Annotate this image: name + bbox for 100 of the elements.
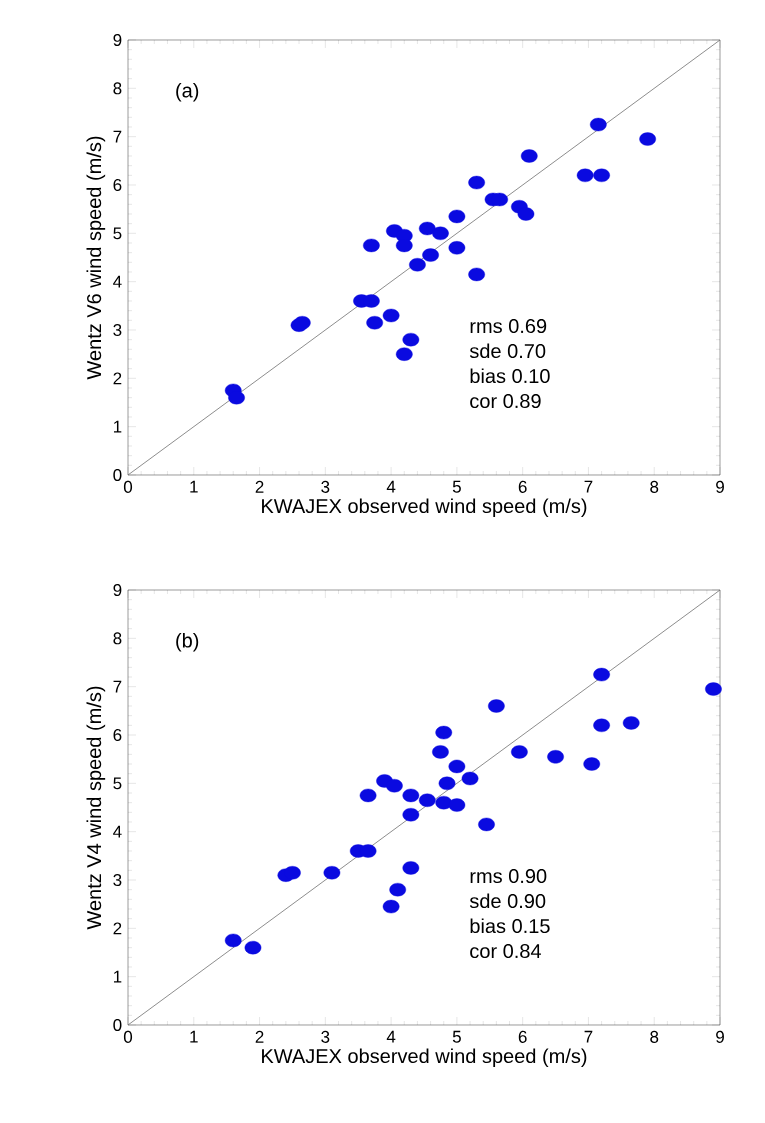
x-tick-label: 2	[255, 480, 264, 493]
point	[432, 745, 449, 759]
x-tick-label: 1	[190, 480, 198, 493]
point	[402, 332, 420, 347]
point	[448, 209, 466, 224]
point	[224, 933, 242, 948]
x-tick-label: 9	[716, 480, 724, 493]
x-tick-label: 7	[584, 1030, 593, 1043]
y-tick-label: 6	[113, 178, 122, 192]
annotation: sde 0.70	[469, 343, 546, 359]
point	[593, 168, 610, 183]
point	[478, 817, 495, 832]
x-tick-label: 3	[321, 1030, 330, 1043]
annotation: sde 0.90	[469, 893, 546, 909]
point	[382, 899, 400, 914]
point	[386, 779, 403, 793]
point	[363, 238, 380, 253]
point	[323, 866, 341, 880]
point	[389, 882, 407, 897]
point	[448, 759, 466, 774]
point	[517, 207, 535, 221]
annotation: bias 0.10	[470, 368, 550, 384]
y-tick-label: 1	[113, 420, 122, 433]
y-tick-label: 3	[113, 323, 122, 337]
x-tick-label: 3	[321, 480, 330, 493]
x-axis-title: KWAJEX observed wind speed (m/s)	[262, 498, 587, 518]
y-tick-label: 8	[113, 632, 122, 645]
point	[418, 221, 436, 236]
annotation: bias 0.15	[470, 918, 550, 934]
point	[402, 861, 420, 875]
point	[448, 798, 466, 812]
x-tick-label: 0	[123, 480, 133, 493]
annotation: (a)	[176, 82, 199, 102]
point	[366, 316, 383, 330]
point	[438, 776, 456, 791]
x-tick-label: 9	[716, 1030, 724, 1043]
point	[639, 132, 656, 146]
annotation: cor 0.89	[470, 393, 541, 409]
point	[244, 940, 262, 955]
x-tick-label: 6	[518, 1030, 527, 1043]
x-tick-label: 0	[123, 1030, 133, 1043]
point	[511, 745, 528, 759]
point	[468, 175, 485, 190]
point	[593, 667, 610, 682]
x-tick-label: 5	[452, 1030, 461, 1043]
point	[228, 390, 245, 405]
point	[705, 682, 722, 696]
y-tick-label: 4	[113, 275, 122, 288]
annotation: rms 0.90	[470, 868, 547, 884]
y-tick-label: 8	[113, 82, 122, 95]
x-tick-label: 5	[452, 480, 461, 493]
point	[395, 238, 413, 253]
annotation: cor 0.84	[470, 943, 541, 959]
annotation: (b)	[176, 632, 199, 652]
point	[589, 117, 607, 132]
y-tick-label: 5	[113, 777, 122, 790]
y-tick-label: 7	[113, 680, 122, 693]
point	[409, 258, 426, 272]
point	[468, 267, 485, 282]
point	[284, 866, 301, 880]
point	[461, 771, 479, 786]
y-tick-label: 2	[113, 372, 122, 385]
y-tick-label: 4	[113, 825, 122, 838]
y-tick-label: 7	[113, 130, 122, 143]
y-tick-label: 0	[113, 468, 122, 482]
point	[402, 788, 420, 803]
point	[448, 241, 466, 255]
point	[488, 699, 505, 713]
y-tick-label: 3	[113, 873, 122, 887]
x-tick-label: 2	[255, 1030, 264, 1043]
point	[622, 716, 640, 730]
x-tick-label: 6	[518, 480, 527, 493]
x-tick-label: 7	[584, 480, 593, 493]
y-tick-label: 5	[113, 227, 122, 240]
x-tick-label: 4	[386, 480, 396, 493]
y-tick-label: 0	[113, 1018, 122, 1032]
point	[432, 226, 449, 241]
x-tick-label: 4	[386, 1030, 396, 1043]
y-tick-label: 9	[113, 33, 122, 47]
point	[547, 750, 564, 764]
x-axis-title: KWAJEX observed wind speed (m/s)	[262, 1048, 587, 1068]
y-tick-label: 9	[113, 583, 122, 597]
point	[418, 793, 436, 807]
y-axis-title: Wentz V4 wind speed (m/s)	[86, 686, 106, 930]
point	[520, 149, 538, 163]
point	[435, 725, 453, 740]
point	[583, 757, 601, 771]
point	[402, 808, 420, 822]
annotation: rms 0.69	[470, 318, 547, 334]
x-tick-label: 1	[190, 1030, 198, 1043]
y-tick-label: 6	[113, 728, 122, 742]
y-tick-label: 1	[113, 970, 122, 983]
y-axis-title: Wentz V6 wind speed (m/s)	[86, 136, 106, 380]
point	[395, 347, 413, 361]
point	[422, 248, 439, 262]
x-tick-label: 8	[650, 480, 659, 493]
point	[382, 308, 400, 323]
point	[359, 788, 377, 803]
point	[593, 718, 610, 733]
point	[576, 168, 594, 183]
